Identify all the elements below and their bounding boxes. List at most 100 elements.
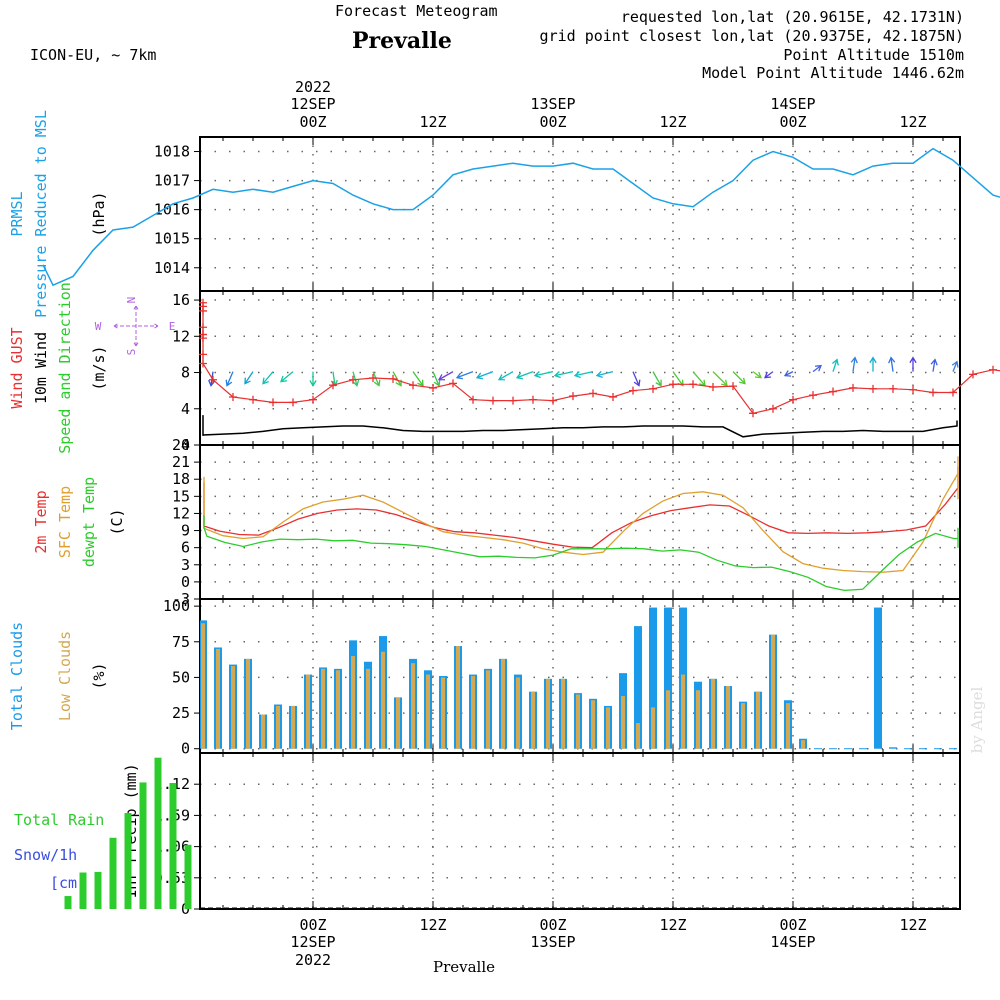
gust-marker <box>809 391 817 400</box>
series-label: PRMSL <box>8 191 26 236</box>
rain-bar <box>154 757 162 909</box>
label-cm: [cm] <box>50 874 86 892</box>
panel-pressure: 1014 1015 1016 1017 1018 PRMSL Pressure Reduce… <box>8 110 1000 318</box>
series-label: dewpt Temp <box>80 477 98 567</box>
low-cloud-bar <box>291 705 295 749</box>
gust-marker <box>199 350 207 359</box>
wind-arrow-head <box>533 371 541 379</box>
wind-arrow <box>812 365 822 373</box>
wind-arrow-head <box>814 364 823 372</box>
low-cloud-bar <box>576 694 580 749</box>
low-cloud-bar <box>606 707 610 749</box>
total-cloud-bar <box>649 607 657 749</box>
bottom-axis-year: 2022 <box>295 951 331 969</box>
gust-marker <box>969 370 977 379</box>
wind-arrow-head <box>721 379 728 387</box>
top-axis-hour: 12Z <box>419 113 446 131</box>
bottom-axis-hour: 12Z <box>419 916 446 934</box>
gust-marker <box>889 384 897 393</box>
y-axis-label: (hPa) <box>90 191 108 236</box>
gust-marker <box>769 404 777 413</box>
wind-arrow <box>332 371 336 386</box>
gust-marker <box>569 392 577 401</box>
wind-arrow-head <box>352 379 360 387</box>
low-cloud-bar <box>801 740 805 749</box>
rain-bar <box>139 782 147 909</box>
y-tick-label: 9 <box>181 522 190 540</box>
wind-arrow-head <box>655 379 662 387</box>
compass-arrows <box>113 305 159 347</box>
y-tick-label: 24 <box>172 436 190 454</box>
wind-arrow-head <box>553 371 561 379</box>
wind-arrow <box>952 361 958 372</box>
wind-arrow-head <box>515 372 524 380</box>
wind-arrow-head <box>869 356 877 364</box>
gust-marker <box>289 398 297 407</box>
wind-arrow-head <box>739 377 746 385</box>
gust-marker <box>409 381 417 390</box>
y-tick-label: 21 <box>172 453 190 471</box>
wind-arrow-head <box>437 374 446 381</box>
gust-marker <box>689 380 697 389</box>
top-axis-date: 13SEP <box>530 95 575 113</box>
y-tick-label: 15 <box>172 487 190 505</box>
rain-bar <box>169 783 177 909</box>
compass-w: W <box>95 320 102 333</box>
wind-arrow-head <box>433 379 441 387</box>
series-label: Pressure Reduced to MSL <box>32 110 50 318</box>
low-cloud-bar <box>441 677 445 749</box>
wind-arrow <box>764 371 774 379</box>
gust-marker <box>869 384 877 393</box>
gust-marker <box>789 395 797 404</box>
wind-arrow <box>672 371 684 387</box>
top-axis-hour: 12Z <box>659 113 686 131</box>
y-axis-label: (%) <box>90 662 108 689</box>
gust-marker <box>369 373 377 382</box>
panel-wind: 0 4 8 12 16 Wind GUST 10m Wind Speed and Direct… <box>8 282 1000 454</box>
panel-frame <box>199 136 961 292</box>
model-label: ICON-EU, ~ 7km <box>30 46 156 64</box>
total-cloud-bar <box>664 607 672 749</box>
wind-arrow <box>596 370 614 377</box>
series-label: Total Clouds <box>8 622 26 730</box>
rain-bar <box>124 813 132 909</box>
wind-arrow <box>476 371 494 379</box>
temp-line-2 <box>203 515 959 592</box>
low-cloud-bar <box>306 674 310 749</box>
wind-arrow <box>692 371 706 387</box>
gust-marker <box>649 384 657 393</box>
low-cloud-bar <box>216 648 220 749</box>
y-axis-label: (C) <box>108 508 126 535</box>
panels: 1014 1015 1016 1017 1018 PRMSL Pressure Reduce… <box>8 110 1000 918</box>
bottom-axis-date: 12SEP <box>290 933 335 951</box>
panel-clouds: 0 25 50 75 100 Total Clouds Low Clouds (%) <box>8 597 961 758</box>
total-cloud-bar <box>889 747 897 749</box>
top-axis-date: 12SEP <box>290 95 335 113</box>
y-tick-label: 100 <box>163 597 190 615</box>
gust-marker <box>209 375 217 384</box>
low-cloud-bar <box>336 670 340 749</box>
low-cloud-bar <box>366 668 370 749</box>
y-tick-label: 16 <box>172 291 190 309</box>
wind-arrow <box>554 370 574 377</box>
footer-location: Prevalle <box>433 958 495 976</box>
wind-arrow-head <box>595 370 603 378</box>
bottom-axis-hour: 00Z <box>299 916 326 934</box>
gust-marker <box>729 382 737 391</box>
wind-arrow <box>498 371 514 381</box>
gust-marker <box>629 386 637 395</box>
gust-marker <box>529 395 537 404</box>
series-label: 2m Temp <box>32 490 50 553</box>
low-cloud-bar <box>681 674 685 749</box>
y-tick-label: 25 <box>172 704 190 722</box>
temp-line-0 <box>203 466 959 549</box>
low-cloud-bar <box>426 674 430 749</box>
series-label: SFC Temp <box>56 486 74 558</box>
label-total-rain: Total Rain <box>14 811 104 829</box>
low-cloud-bar <box>381 651 385 749</box>
low-cloud-bar <box>651 707 655 749</box>
gust-marker <box>469 395 477 404</box>
low-cloud-bar <box>501 658 505 749</box>
top-axis-year: 2022 <box>295 78 331 96</box>
